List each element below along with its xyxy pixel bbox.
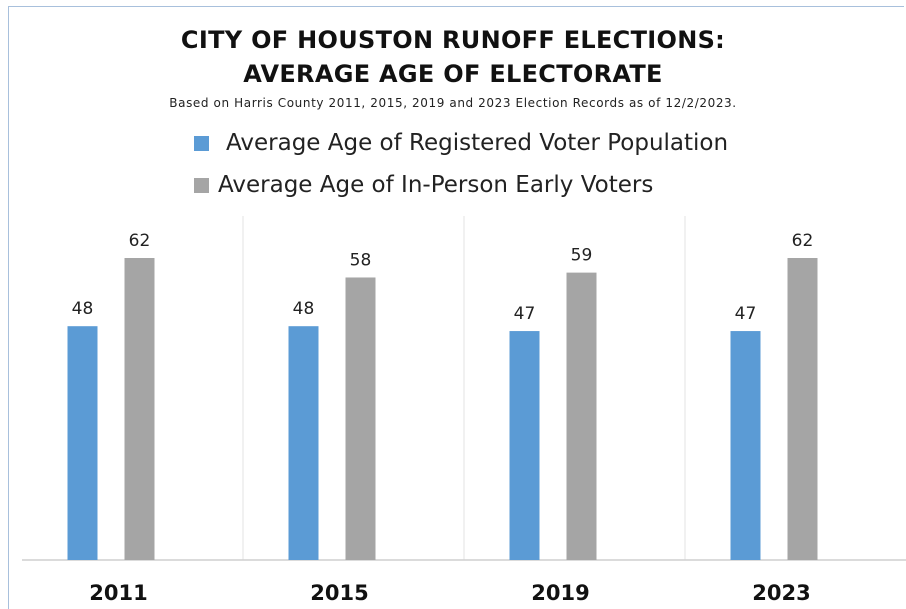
- data-label-2019-series-1: 59: [571, 246, 593, 266]
- bar-2015-series-1: [345, 277, 376, 560]
- chart-frame: [8, 6, 904, 609]
- data-label-2011-series-1: 62: [129, 231, 151, 251]
- legend-swatch-registered: [194, 135, 209, 151]
- legend-item-registered: Average Age of Registered Voter Populati…: [194, 128, 728, 158]
- legend-item-early-voters: Average Age of In-Person Early Voters: [194, 170, 653, 200]
- bar-2011-series-1: [124, 258, 155, 560]
- x-tick-label-2023: 2023: [752, 581, 810, 605]
- x-tick-label-2015: 2015: [310, 581, 368, 605]
- bar-2019-series-1: [566, 272, 597, 560]
- data-label-2015-series-0: 48: [293, 299, 315, 319]
- data-label-2023-series-1: 62: [792, 231, 814, 251]
- legend-swatch-early-voters: [194, 177, 209, 193]
- data-label-2019-series-0: 47: [514, 304, 536, 324]
- bar-2011-series-0: [67, 326, 98, 560]
- chart-subtitle: Based on Harris County 2011, 2015, 2019 …: [169, 96, 737, 110]
- bar-2019-series-0: [509, 331, 540, 560]
- legend-label-early-voters: Average Age of In-Person Early Voters: [218, 172, 654, 198]
- chart-title-line2: AVERAGE AGE OF ELECTORATE: [243, 60, 663, 88]
- bar-2015-series-0: [288, 326, 319, 560]
- data-label-2011-series-0: 48: [72, 299, 94, 319]
- data-label-2015-series-1: 58: [350, 250, 372, 270]
- chart-title: CITY OF HOUSTON RUNOFF ELECTIONS:: [180, 26, 726, 54]
- bar-2023-series-0: [730, 331, 761, 560]
- data-label-2023-series-0: 47: [735, 304, 757, 324]
- legend-label-registered: Average Age of Registered Voter Populati…: [226, 130, 729, 156]
- x-tick-label-2011: 2011: [89, 581, 147, 605]
- x-tick-label-2019: 2019: [531, 581, 589, 605]
- bar-2023-series-1: [787, 258, 818, 560]
